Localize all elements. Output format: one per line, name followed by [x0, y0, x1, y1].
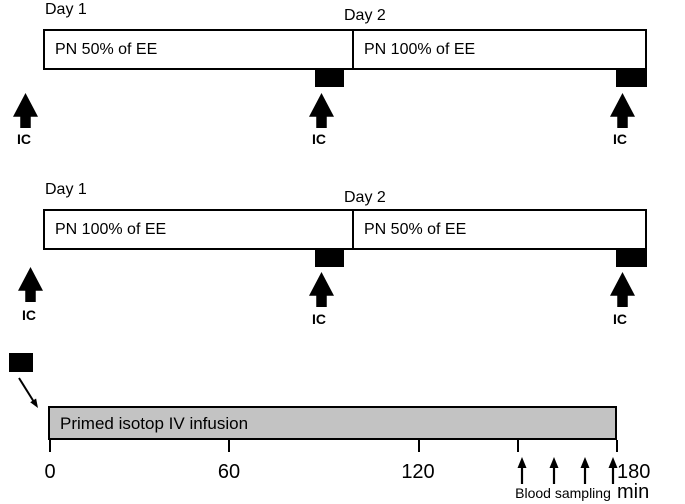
protocol2-segment-day1: PN 100% of EE — [55, 220, 167, 238]
axis-tick-180 — [616, 440, 618, 452]
ic-label: IC — [613, 311, 627, 327]
ic-label: IC — [312, 131, 326, 147]
protocol1-day1-label: Day 1 — [45, 1, 87, 18]
protocol1-day2-label: Day 2 — [344, 7, 386, 24]
ic-label: IC — [613, 131, 627, 147]
axis-tick-60 — [228, 440, 230, 452]
axis-tick-150 — [517, 440, 519, 452]
blood-sampling-label: Blood sampling — [515, 485, 611, 501]
day-divider — [352, 31, 354, 68]
infusion-bar: Primed isotop IV infusion — [48, 406, 617, 440]
ic-arrow-icon — [13, 93, 38, 128]
ic-arrow-icon — [309, 93, 334, 128]
ic-marker-square — [616, 70, 647, 87]
protocol1-segment-day2: PN 100% of EE — [364, 40, 476, 58]
protocol2-pn-bar: PN 100% of EE PN 50% of EE — [43, 209, 647, 250]
axis-label-60: 60 — [217, 461, 241, 483]
day-divider — [352, 211, 354, 248]
ic-marker-square — [315, 250, 344, 267]
axis-tick-120 — [418, 440, 420, 452]
axis-tick-0 — [49, 440, 51, 452]
infusion-start-arrow-icon — [18, 377, 38, 408]
ic-marker-square — [315, 70, 344, 87]
blood-sampling-arrow-icon — [580, 457, 590, 484]
ic-arrow-icon — [610, 93, 635, 128]
ic-label: IC — [17, 131, 31, 147]
axis-label-0: 0 — [44, 461, 56, 483]
ic-arrow-icon — [18, 267, 43, 302]
protocol2-segment-day2: PN 50% of EE — [364, 220, 467, 238]
protocol1-segment-day1: PN 50% of EE — [55, 40, 158, 58]
ic-arrow-icon — [309, 272, 334, 307]
ic-label: IC — [22, 307, 36, 323]
axis-label-120: 120 — [401, 461, 435, 483]
ic-marker-square — [616, 250, 647, 267]
blood-sampling-arrow-icon — [517, 457, 527, 484]
ic-label: IC — [312, 311, 326, 327]
blood-sampling-arrow-icon — [608, 457, 618, 484]
protocol2-day1-label: Day 1 — [45, 181, 87, 198]
ic-arrow-icon — [610, 272, 635, 307]
axis-label-180: 180 min — [617, 461, 651, 503]
legend-marker-square — [9, 353, 33, 372]
protocol2-day2-label: Day 2 — [344, 189, 386, 206]
protocol1-pn-bar: PN 50% of EE PN 100% of EE — [43, 29, 647, 70]
infusion-bar-label: Primed isotop IV infusion — [60, 413, 249, 433]
blood-sampling-arrow-icon — [549, 457, 559, 484]
